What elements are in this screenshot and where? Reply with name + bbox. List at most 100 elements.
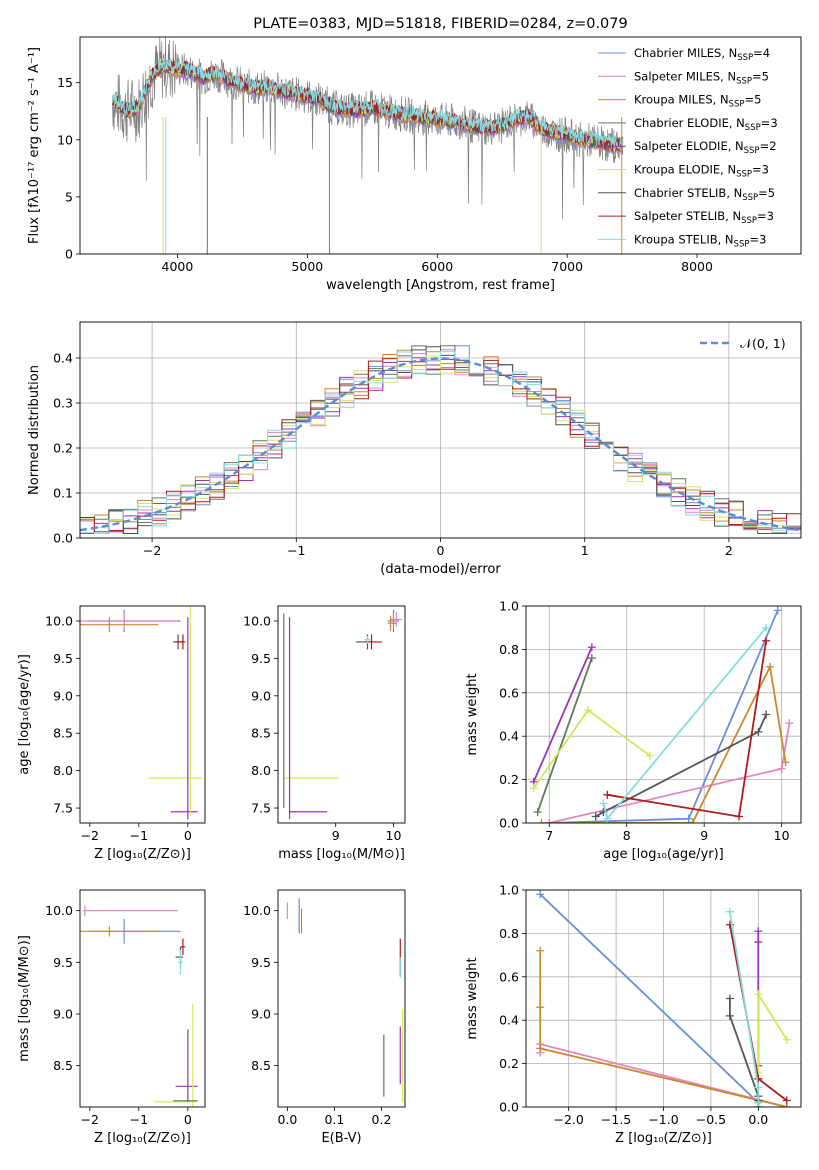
residual-histogram-panel: −2 −1 0 1 2 0.0 0.1 0.2 0.3 0.4 (data-model)/error… (27, 321, 802, 577)
x-tick-label: 7 (545, 828, 553, 843)
plot-area (112, 37, 624, 254)
model-spectrum-line (112, 58, 624, 150)
y-tick-label: 0.4 (499, 729, 519, 744)
plot-area (529, 606, 794, 823)
x-tick-label: −1 (287, 543, 305, 558)
legend-label: Salpeter MILES, NSSP=5 (634, 69, 769, 86)
point-marker (603, 814, 612, 823)
x-tick-label: −2 (81, 828, 99, 843)
y-tick-label: 0.0 (499, 816, 519, 831)
x-axis-label: E(B-V) (321, 1131, 361, 1146)
x-axis-label: mass [log₁₀(M/M⊙)] (278, 847, 405, 862)
y-tick-label: 1.0 (499, 883, 519, 898)
plot-area (80, 606, 203, 820)
x-axis-label: (data-model)/error (380, 562, 501, 577)
x-tick-label: 8 (623, 828, 631, 843)
y-tick-label: 9.0 (251, 688, 271, 703)
y-tick-label: 0.0 (53, 531, 73, 546)
y-tick-label: 1.0 (499, 599, 519, 614)
legend-label: Chabrier ELODIE, NSSP=3 (634, 116, 778, 133)
y-tick-label: 0.8 (499, 642, 519, 657)
x-tick-label: 8000 (681, 259, 713, 274)
legend-label: Salpeter ELODIE, NSSP=2 (634, 139, 777, 156)
x-tick-label: 10 (386, 828, 402, 843)
x-tick-label: 4000 (162, 259, 194, 274)
y-tick-label: 9.5 (251, 955, 271, 970)
point-marker (754, 727, 763, 736)
x-tick-label: −2 (143, 543, 161, 558)
plot-area (80, 345, 801, 534)
point-marker (782, 1035, 791, 1044)
x-tick-label: 5000 (291, 259, 323, 274)
series-line (532, 646, 593, 783)
point-marker (533, 808, 542, 817)
legend-label: Kroupa ELODIE, NSSP=3 (634, 163, 769, 180)
point-marker (587, 654, 596, 663)
axes-frame (525, 605, 802, 824)
y-tick-label: 10 (57, 132, 73, 147)
point-marker (725, 1011, 734, 1020)
x-tick-label: 0.1 (324, 1112, 344, 1127)
y-tick-label: 10.0 (243, 613, 271, 628)
series-line (532, 708, 651, 789)
point-marker (754, 927, 763, 936)
y-tick-label: 0.2 (53, 441, 73, 456)
x-tick-label: −0.5 (696, 1112, 726, 1127)
point-marker (536, 946, 545, 955)
y-tick-label: 9.0 (53, 688, 73, 703)
x-axis-label: Z [log₁₀(Z/Z⊙)] (94, 1131, 191, 1146)
point-marker (688, 819, 697, 823)
x-tick-label: 10 (774, 828, 790, 843)
x-tick-label: 0.0 (277, 1112, 297, 1127)
x-tick-label: 0.0 (748, 1112, 768, 1127)
x-tick-label: 0 (184, 828, 192, 843)
axes-frame (79, 605, 206, 824)
y-tick-label: 8.5 (53, 726, 73, 741)
x-tick-label: 0 (437, 543, 445, 558)
legend-label: Chabrier MILES, NSSP=4 (634, 46, 770, 63)
point-marker (782, 1096, 791, 1105)
point-marker (754, 1098, 763, 1107)
x-tick-label: −2.0 (553, 1112, 583, 1127)
y-tick-label: 0 (65, 247, 73, 262)
y-tick-label: 10.0 (45, 613, 73, 628)
y-tick-label: 7.5 (53, 801, 73, 816)
x-tick-label: 7000 (551, 259, 583, 274)
x-tick-label: 6000 (421, 259, 453, 274)
x-tick-label: −1.0 (648, 1112, 678, 1127)
y-tick-label: 15 (57, 75, 73, 90)
y-tick-label: 5 (65, 189, 73, 204)
point-marker (754, 990, 763, 999)
y-tick-label: 9.5 (53, 651, 73, 666)
series-line (539, 950, 788, 1107)
legend: Chabrier MILES, NSSP=4 Salpeter MILES, NS… (598, 46, 778, 249)
x-tick-label: −1.5 (601, 1112, 631, 1127)
x-tick-label: 2 (725, 543, 733, 558)
axes-frame (277, 605, 406, 824)
point-marker (599, 799, 608, 808)
y-tick-label: 8.5 (251, 1058, 271, 1073)
y-tick-label: 9.0 (53, 1007, 73, 1022)
point-marker (762, 636, 771, 645)
point-marker (735, 812, 744, 821)
y-axis-label: Flux [fλ10⁻¹⁷ erg cm⁻² s⁻¹ A⁻¹] (27, 47, 42, 244)
x-tick-label: 0.2 (372, 1112, 392, 1127)
series-line (729, 911, 760, 1103)
point-marker (754, 1074, 763, 1083)
spectrum-panel: PLATE=0383, MJD=51818, FIBERID=0284, z=0… (27, 16, 802, 293)
x-axis-label: Z [log₁₀(Z/Z⊙)] (94, 847, 191, 862)
legend-label: 𝒩(0, 1) (740, 336, 786, 351)
histogram-step (80, 355, 801, 534)
point-marker (536, 1044, 545, 1053)
y-axis-label: mass weight (465, 673, 480, 755)
y-tick-label: 9.0 (251, 1007, 271, 1022)
y-tick-label: 9.5 (53, 955, 73, 970)
y-tick-label: 10.0 (243, 903, 271, 918)
x-tick-label: −1 (130, 1112, 148, 1127)
legend-label: Kroupa STELIB, NSSP=3 (634, 232, 766, 249)
point-marker (762, 710, 771, 719)
y-tick-label: 9.5 (251, 651, 271, 666)
y-tick-label: 0.8 (499, 926, 519, 941)
plot-area (80, 905, 198, 1107)
